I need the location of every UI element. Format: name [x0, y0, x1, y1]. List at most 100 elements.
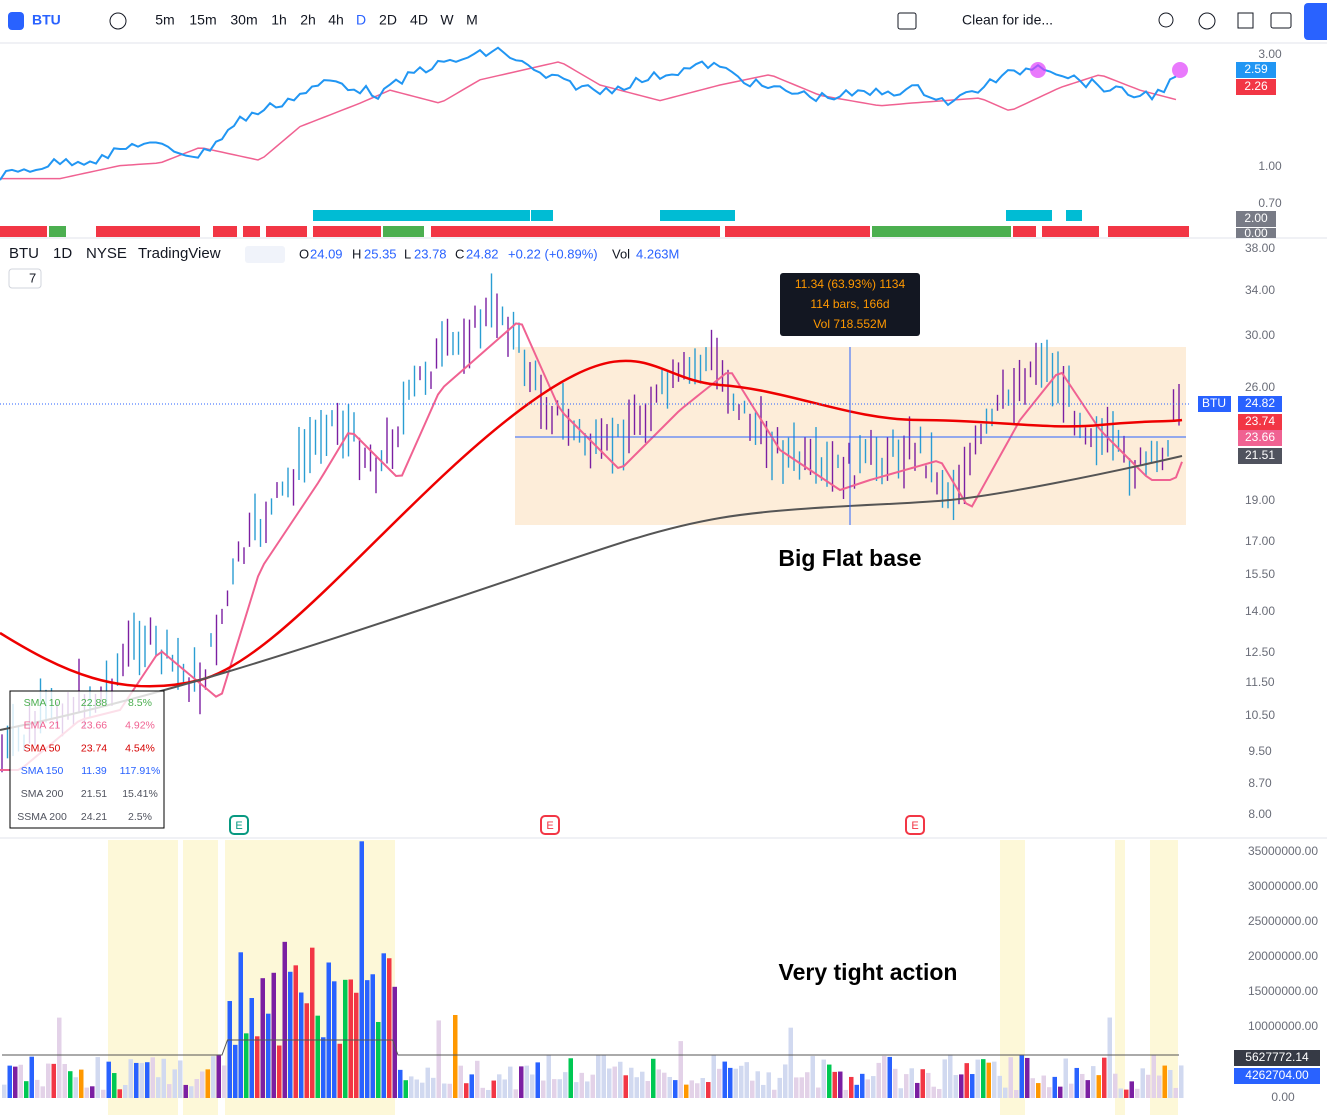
volume-bar: [200, 1071, 205, 1098]
legend: BTU 1D NYSE TradingView O 24.09 H 25.35 …: [9, 245, 679, 263]
volume-bar: [365, 980, 370, 1098]
interval[interactable]: 5m: [155, 12, 174, 28]
symbol[interactable]: BTU: [32, 12, 61, 28]
interval[interactable]: 1h: [271, 12, 287, 28]
volume-bar: [970, 1074, 975, 1098]
chart-drawing: [0, 46, 1190, 1115]
volume-bar: [612, 1066, 617, 1098]
volume-bar: [299, 992, 304, 1098]
volume-bar: [343, 979, 348, 1098]
volume-bar: [1008, 1057, 1013, 1098]
volume-bar: [634, 1077, 639, 1098]
publish-button[interactable]: [1304, 3, 1327, 40]
collapse-button[interactable]: [8, 268, 42, 289]
volume-bar: [667, 1076, 672, 1098]
interval[interactable]: W: [440, 12, 454, 28]
annotation: Big Flat base: [778, 545, 921, 571]
volume-bar: [7, 1065, 12, 1098]
volume-bar: [535, 1062, 540, 1098]
axis-label: 10000000.00: [1248, 1019, 1318, 1033]
interval[interactable]: 15m: [189, 12, 216, 28]
volume-bar: [40, 1086, 45, 1098]
icon[interactable]: [897, 12, 917, 30]
collapsed-count[interactable]: 7: [29, 270, 36, 285]
ma-cell: EMA 21: [24, 720, 61, 732]
badge: [1238, 396, 1282, 412]
fullscreen[interactable]: [1237, 12, 1254, 29]
strip-block: [266, 226, 307, 237]
volume-bar: [1019, 1055, 1024, 1098]
volume-bar: [766, 1072, 771, 1098]
volume-bar: [898, 1088, 903, 1098]
strip-block: [725, 226, 870, 237]
axis-label: 10.50: [1245, 708, 1275, 722]
legend-o: O: [299, 246, 309, 261]
interval[interactable]: 2h: [300, 12, 316, 28]
earnings-label[interactable]: E: [235, 820, 242, 832]
volume-bar: [1041, 1075, 1046, 1098]
interval[interactable]: 4h: [328, 12, 344, 28]
snapshot[interactable]: [1270, 12, 1292, 29]
add-symbol[interactable]: [109, 12, 127, 30]
strip-block: [313, 226, 381, 237]
volume-bar: [2, 1084, 7, 1098]
legend-l: L: [404, 246, 411, 261]
search[interactable]: [1158, 12, 1174, 28]
badge-label: 5627772.14: [1245, 1050, 1309, 1064]
earnings-marker[interactable]: [229, 815, 249, 835]
volume-bar: [403, 1080, 408, 1098]
volume-bar: [838, 1071, 843, 1098]
interval[interactable]: 4D: [410, 12, 428, 28]
volume-bar: [711, 1055, 716, 1098]
settings[interactable]: [1198, 12, 1216, 30]
volume-bar: [755, 1071, 760, 1098]
layout-name[interactable]: Clean for ide...: [962, 12, 1053, 28]
volume-bar: [623, 1075, 628, 1098]
interval[interactable]: M: [466, 12, 478, 28]
interval[interactable]: 30m: [230, 12, 257, 28]
badge: [1236, 79, 1276, 95]
volume-bar: [359, 841, 364, 1098]
legend-volume: 4.263M: [636, 246, 679, 261]
volume-bar: [1118, 1088, 1123, 1098]
volume-bar: [354, 992, 359, 1098]
legend-toggle[interactable]: [245, 246, 285, 263]
volume-bar: [1091, 1066, 1096, 1098]
ma-cell: 4.54%: [125, 742, 155, 754]
volume-bar: [618, 1061, 623, 1098]
volume-bar: [552, 1079, 557, 1098]
volume-bar: [24, 1081, 29, 1098]
earnings-marker[interactable]: [540, 815, 560, 835]
volume-bar: [35, 1079, 40, 1098]
volume-bar: [310, 947, 315, 1098]
interval[interactable]: D: [356, 12, 366, 28]
highlight: [1115, 840, 1125, 1115]
axis-label: 20000000.00: [1248, 949, 1318, 963]
volume-bar: [46, 1063, 51, 1098]
volume-bar: [277, 1045, 282, 1098]
volume-bar: [398, 1069, 403, 1098]
earnings-label[interactable]: E: [911, 820, 918, 832]
volume-bar: [409, 1076, 414, 1098]
volume-bar: [794, 1077, 799, 1098]
axis-label: 0.70: [1258, 196, 1282, 210]
axis-label: 8.70: [1248, 776, 1272, 790]
volume-bar: [645, 1081, 650, 1098]
volume-bar: [106, 1061, 111, 1098]
volume-bar: [821, 1059, 826, 1098]
earnings-label[interactable]: E: [546, 820, 553, 832]
volume-ma: [2, 1039, 1179, 1056]
interval-bar: 5m 15m 30m 1h 2h 4h D 2D 4D W M: [155, 12, 478, 28]
volume-bar: [502, 1079, 507, 1098]
legend-source: TradingView: [138, 245, 221, 262]
volume-bar: [112, 1073, 117, 1098]
volume-bar: [640, 1071, 645, 1098]
volume-bar: [1096, 1075, 1101, 1098]
interval[interactable]: 2D: [379, 12, 397, 28]
volume-bar: [101, 1089, 106, 1098]
volume-bar: [1113, 1073, 1118, 1098]
earnings-marker[interactable]: [905, 815, 925, 835]
volume-bar: [728, 1067, 733, 1098]
volume-bar: [942, 1059, 947, 1098]
volume-bar: [975, 1059, 980, 1098]
